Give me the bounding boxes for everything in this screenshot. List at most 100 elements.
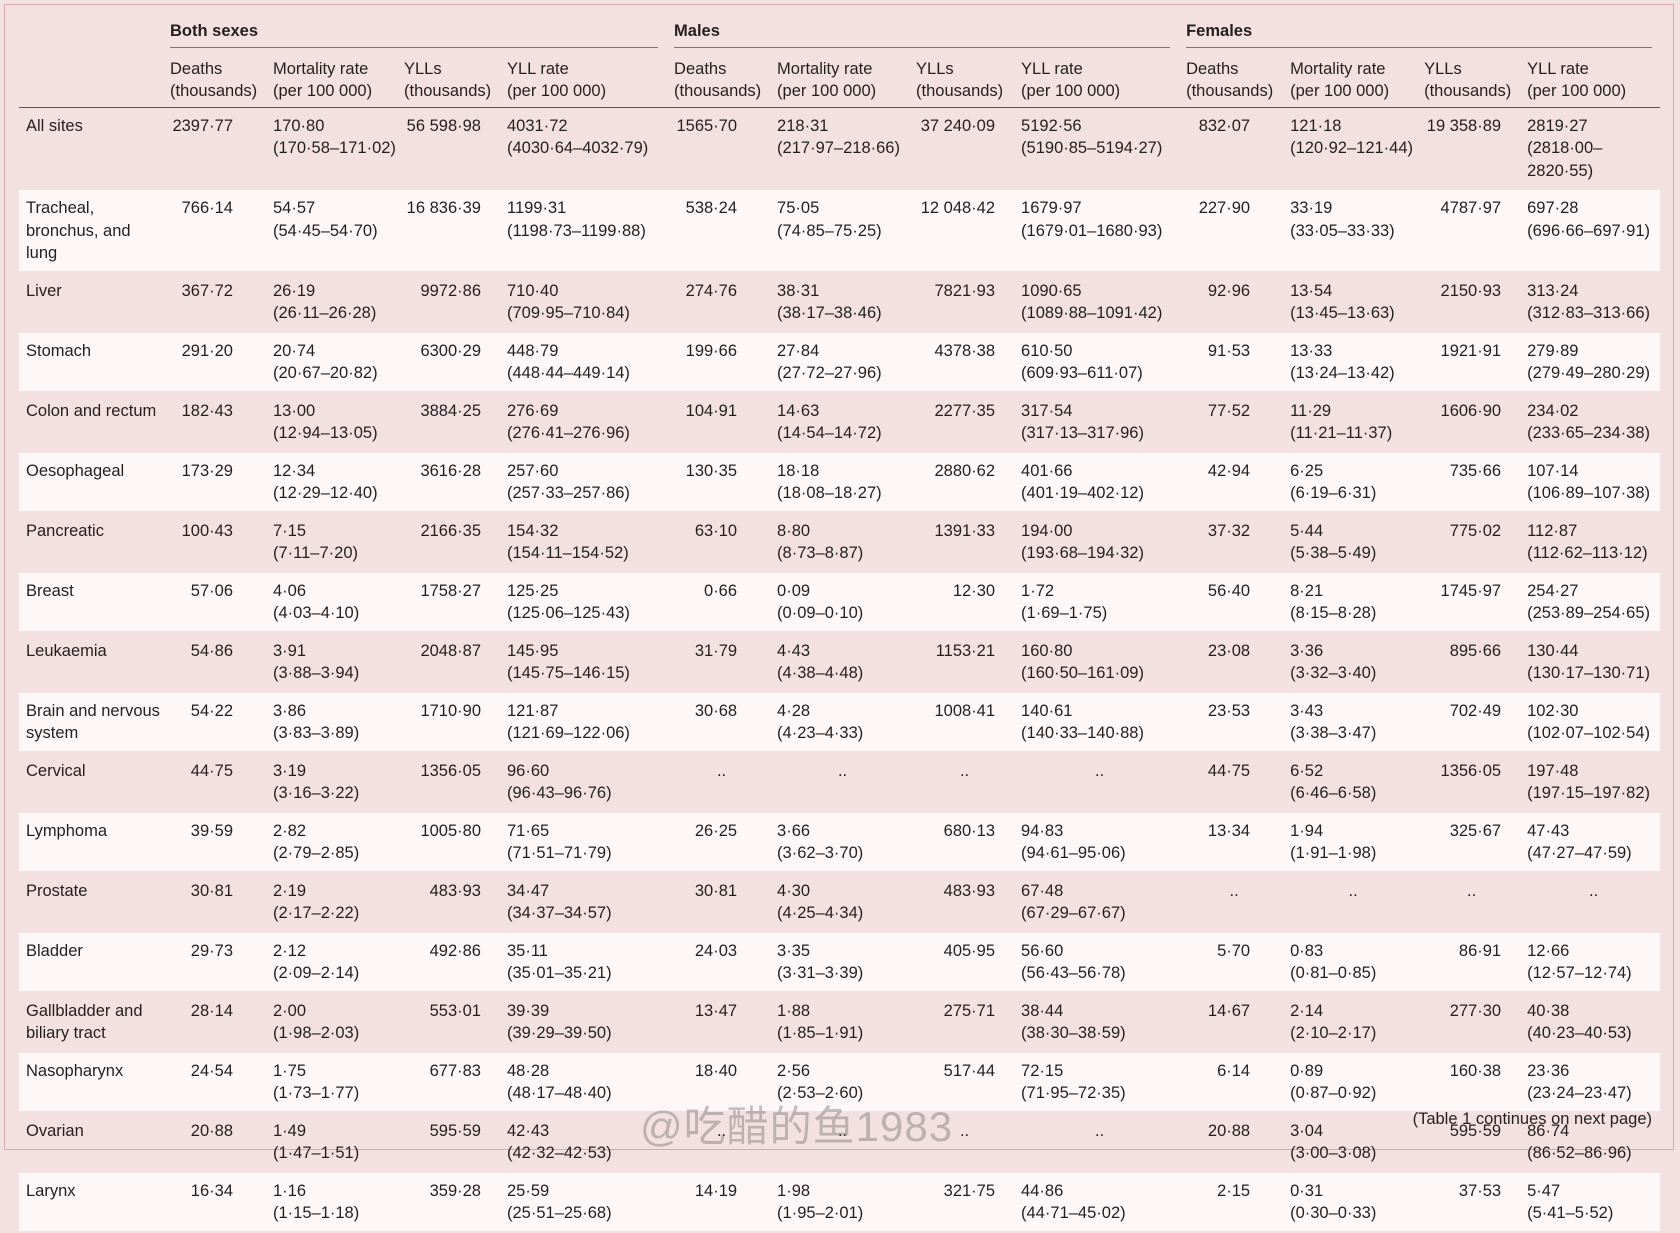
table-cell: 1·49 (1·47–1·51) [265,1111,396,1173]
cell-value: 39·39 [507,1001,550,1020]
table-cell: 30·81 [162,871,265,933]
table-cell: 92·96 [1178,271,1283,333]
table-row: Brain and nervous system 54·22 3·86 (3·83–3… [19,691,1661,753]
table-row: Breast 57·06 4·06 (4·03–4·10) 1758·27 125·25 (… [19,571,1661,633]
table-cell: 1·98 (1·95–2·01) [769,1171,909,1233]
cell-value: .. [1229,881,1239,900]
cell-value: 107·14 [1527,461,1579,480]
cell-value: 0·89 [1290,1061,1324,1080]
interval: (1·15–1·18) [273,1204,360,1222]
table-cell: 16 836·39 [396,189,499,273]
cell-value: 19 358·89 [1426,116,1502,135]
interval: (3·38–3·47) [1290,724,1377,742]
cell-value: 13·34 [1207,821,1251,840]
cell-value: 610·50 [1021,341,1073,360]
cell-value: 1008·41 [934,701,996,720]
interval: (1089·88–1091·42) [1021,304,1163,322]
table-row: Leukaemia 54·86 3·91 (3·88–3·94) 2048·87 145·… [19,631,1661,693]
table-cell: 94·83 (94·61–95·06) [1013,811,1179,873]
cell-value: 3·86 [273,701,307,720]
row-label: Lymphoma [19,811,162,873]
cell-value: .. [1589,881,1599,900]
cell-value: 2048·87 [420,641,481,660]
table-cell: 37 240·09 [908,107,1014,190]
table-cell: 104·91 [666,391,770,453]
cell-value: 173·29 [181,461,233,480]
cell-value: 160·38 [1449,1061,1502,1080]
table-cell: 30·81 [666,871,770,933]
table-cell: 3·35 (3·31–3·39) [769,931,909,993]
table-cell: 56·60 (56·43–56·78) [1013,931,1179,993]
interval: (5·38–5·49) [1290,544,1377,562]
cell-value: 14·63 [777,401,820,420]
cell-value: 170·80 [273,116,325,135]
table-head: Both sexes Males Females Deaths (thousands) M… [19,14,1661,108]
interval: (6·46–6·58) [1290,784,1377,802]
table-row: Prostate 30·81 2·19 (2·17–2·22) 483·93 34·47 (… [19,871,1661,933]
table-cell: 3·66 (3·62–3·70) [769,811,909,873]
cell-value: 29·73 [190,941,233,960]
table-cell: 595·59 [396,1111,499,1173]
table-cell: 100·43 [162,511,265,573]
cell-value: .. [716,1121,727,1140]
interval: (130·17–130·71) [1527,664,1651,682]
cell-value: 48·28 [507,1061,550,1080]
cell-value: 276·69 [507,401,559,420]
cell-value: 86·91 [1458,941,1502,960]
row-label: Prostate [19,871,162,933]
interval: (13·45–13·63) [1290,304,1395,322]
cell-value: 13·00 [273,401,316,420]
cell-value: 2150·93 [1440,281,1502,300]
interval: (4·23–4·33) [777,724,864,742]
cell-value: 112·87 [1527,521,1578,540]
cell-value: 54·86 [190,641,233,660]
interval: (48·17–48·40) [507,1084,612,1102]
cell-value: 6300·29 [420,341,481,360]
table-cell: 13·00 (12·94–13·05) [265,391,396,453]
cell-value: 367·72 [181,281,233,300]
cell-value: 275·71 [943,1001,996,1020]
table-cell: 20·74 (20·67–20·82) [265,331,396,393]
column-header-line: Deaths [674,59,727,78]
interval: (8·73–8·87) [777,544,864,562]
interval: (18·08–18·27) [777,484,882,502]
table-cell: 14·19 [666,1171,770,1233]
cell-value: 0·83 [1290,941,1324,960]
cell-value: .. [837,1121,848,1140]
table-cell: 4378·38 [908,331,1014,393]
cell-value: 14·19 [694,1181,738,1200]
cell-value: 12·34 [273,461,316,480]
interval: (1·91–1·98) [1290,844,1377,862]
table-cell: 1356·05 [1416,751,1520,813]
column-header: YLLs (thousands) [908,53,1014,108]
interval: (279·49–280·29) [1527,364,1651,382]
cell-value: 517·44 [943,1061,996,1080]
table-cell: 40·38 (40·23–40·53) [1519,991,1661,1053]
column-header-line: (per 100 000) [507,82,607,100]
group-label: Females [1186,20,1653,48]
table-cell: 1·75 (1·73–1·77) [265,1051,396,1113]
table-cell: 75·05 (74·85–75·25) [769,189,909,273]
table-cell: 677·83 [396,1051,499,1113]
cell-value: 0·66 [704,581,738,600]
table-cell: 1·72 (1·69–1·75) [1013,571,1179,633]
cell-value: 1199·31 [507,199,567,217]
table-cell: 234·02 (233·65–234·38) [1519,391,1661,453]
table-cell: 72·15 (71·95–72·35) [1013,1051,1179,1113]
table-cell: 1679·97 (1679·01–1680·93) [1013,189,1179,273]
table-cell: 775·02 [1416,511,1520,573]
cell-value: 2277·35 [934,401,996,420]
cell-value: 279·89 [1527,341,1579,360]
cell-value: 2·19 [273,881,307,900]
interval: (257·33–257·86) [507,484,630,502]
table-row: Colon and rectum 182·43 13·00 (12·94–13·05)… [19,391,1661,453]
table-cell: 0·09 (0·09–0·10) [769,571,909,633]
cell-value: 57·06 [190,581,233,600]
cell-value: 1090·65 [1021,281,1082,300]
interval: (154·11–154·52) [507,544,629,562]
table-cell: 680·13 [908,811,1014,873]
cell-value: 2·15 [1217,1181,1251,1200]
cell-value: 13·54 [1290,281,1333,300]
table-row: Nasopharynx 24·54 1·75 (1·73–1·77) 677·83 48·… [19,1051,1661,1113]
table-cell: 702·49 [1416,691,1520,753]
